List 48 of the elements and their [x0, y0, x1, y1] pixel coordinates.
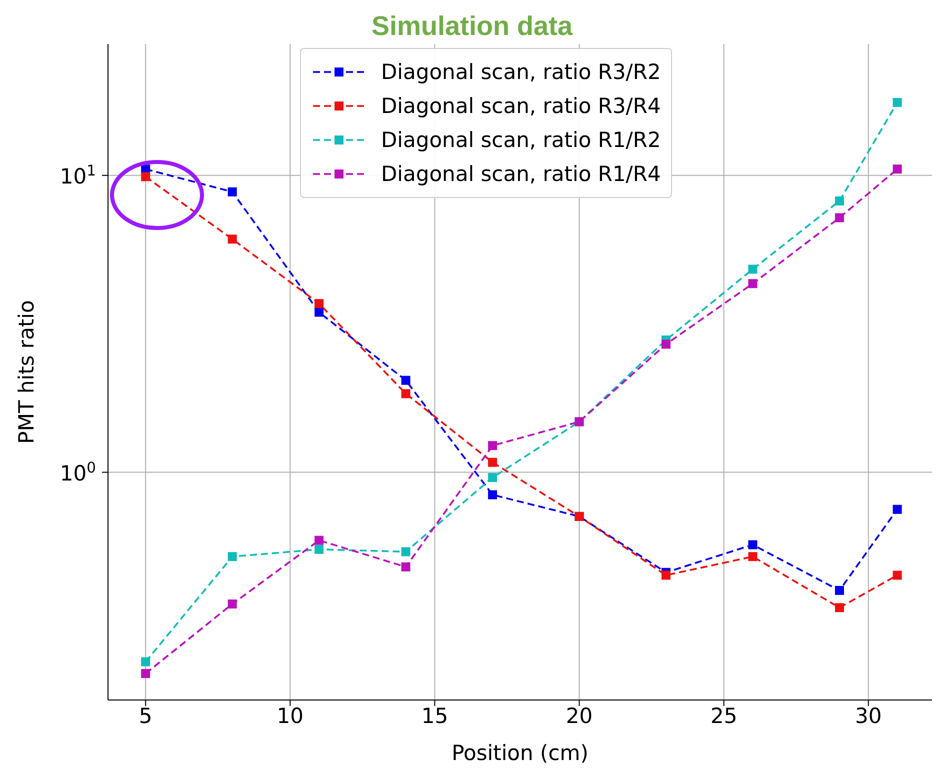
point: [488, 473, 498, 482]
point: [662, 570, 671, 580]
x-tick-label: 5: [138, 704, 152, 728]
point: [314, 544, 324, 554]
point: [228, 552, 237, 562]
point: [401, 562, 410, 572]
legend-label: Diagonal scan, ratio R1/R2: [381, 128, 661, 152]
chart-title: Simulation data: [370, 10, 574, 43]
point: [401, 389, 410, 398]
point: [834, 213, 844, 222]
y-tick-label: 10$^{0}$: [60, 458, 96, 486]
point: [314, 536, 324, 545]
point: [748, 552, 758, 562]
point: [401, 376, 410, 385]
x-tick-label: 10: [276, 704, 304, 728]
x-tick-label: 30: [855, 704, 882, 728]
x-tick-label: 20: [566, 704, 593, 728]
x-tick-label: 25: [710, 704, 738, 728]
point: [834, 586, 844, 595]
y-axis-title: PMT hits ratio: [14, 300, 38, 444]
x-tick-label: 15: [421, 704, 448, 728]
point: [141, 657, 150, 666]
point: [834, 196, 844, 206]
point: [892, 570, 902, 580]
point: [892, 504, 902, 514]
point: [748, 279, 758, 288]
point: [488, 458, 498, 467]
point: [228, 600, 237, 609]
point: [488, 490, 498, 500]
point: [228, 234, 237, 244]
y-tick-label: 10$^{1}$: [60, 162, 96, 188]
point: [488, 441, 498, 450]
x-axis-title: Position (cm): [452, 741, 588, 765]
point: [401, 547, 410, 556]
point: [834, 603, 844, 612]
point: [892, 98, 902, 107]
point: [748, 540, 758, 550]
legend-label: Diagonal scan, ratio R1/R4: [381, 162, 661, 186]
point: [141, 669, 150, 678]
point: [141, 172, 150, 182]
legend-label: Diagonal scan, ratio R3/R4: [381, 94, 661, 118]
point: [314, 308, 324, 317]
legend-label: Diagonal scan, ratio R3/R2: [381, 60, 661, 84]
point: [892, 164, 902, 174]
point: [228, 187, 237, 196]
point: [748, 264, 758, 274]
point: [314, 299, 324, 308]
point: [662, 340, 671, 349]
